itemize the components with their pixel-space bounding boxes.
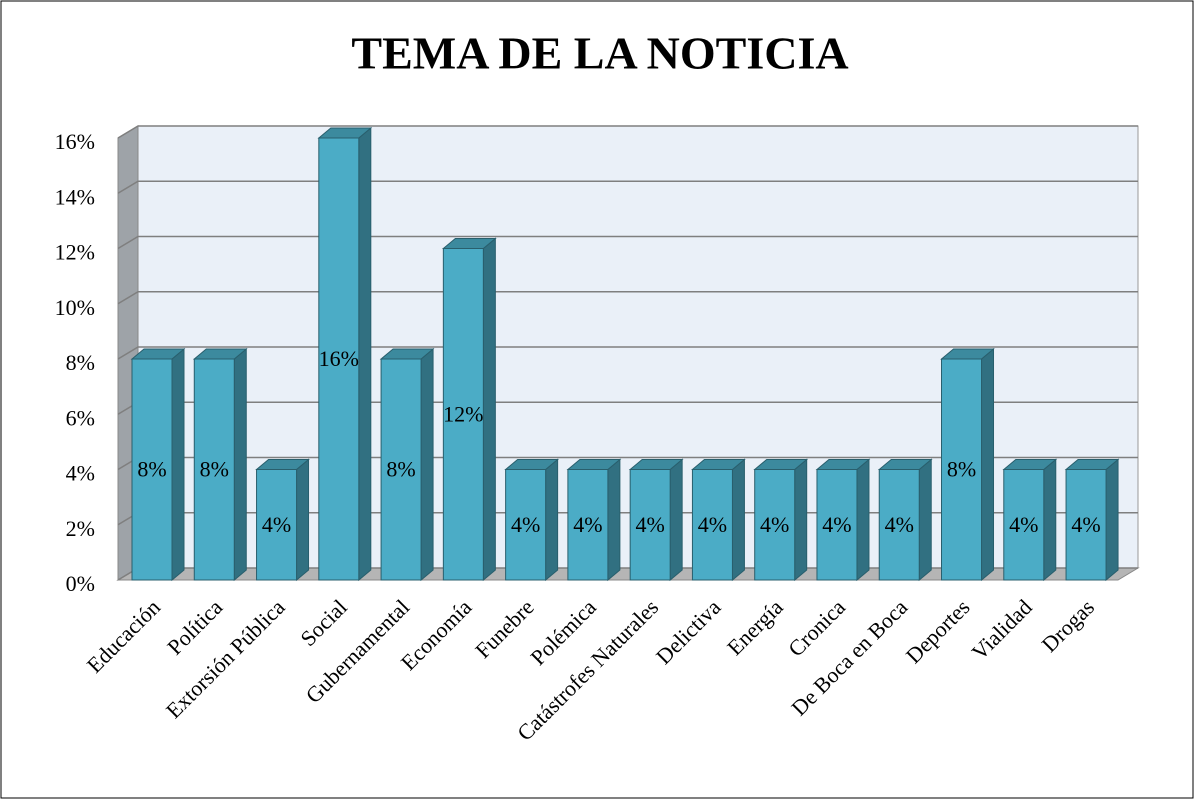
- bar: [317, 126, 373, 582]
- value-label: 4%: [511, 512, 540, 537]
- bar-side: [794, 458, 808, 582]
- chart-title: TEMA DE LA NOTICIA: [351, 28, 848, 79]
- bar-side: [607, 458, 621, 582]
- bar: [815, 458, 871, 582]
- value-label: 4%: [698, 512, 727, 537]
- bar: [130, 347, 186, 582]
- bar-front: [691, 469, 733, 581]
- bar-side: [1105, 458, 1119, 582]
- bar-side: [856, 458, 870, 582]
- grid-line: [117, 125, 1138, 139]
- value-label: 4%: [822, 512, 851, 537]
- bar-front: [567, 469, 609, 581]
- bar-side: [545, 458, 559, 582]
- bar-front: [941, 358, 983, 581]
- y-tick-label: 10%: [55, 295, 95, 320]
- value-label: 12%: [443, 401, 483, 426]
- y-tick-label: 12%: [55, 240, 95, 265]
- bar: [504, 458, 560, 582]
- bar: [940, 347, 995, 582]
- bar-side: [669, 458, 683, 582]
- y-tick-label: 2%: [66, 516, 95, 541]
- bar-side: [981, 347, 995, 582]
- grid-line: [117, 180, 1138, 194]
- bar: [441, 237, 497, 582]
- bar-front: [816, 469, 858, 581]
- bar: [255, 458, 310, 582]
- bar-front: [131, 358, 173, 581]
- bar: [192, 347, 248, 582]
- bar: [628, 458, 684, 582]
- value-label: 4%: [760, 512, 789, 537]
- bar-front: [318, 137, 360, 581]
- bar-side: [731, 458, 745, 582]
- y-tick-label: 0%: [66, 571, 95, 596]
- value-label: 4%: [635, 512, 664, 537]
- y-tick-label: 6%: [66, 405, 95, 430]
- bar-front: [1065, 469, 1107, 581]
- value-label: 4%: [1009, 512, 1038, 537]
- bar-front: [442, 248, 484, 581]
- grid-line: [117, 235, 1138, 250]
- bar-side: [482, 237, 496, 582]
- bar: [753, 458, 809, 582]
- bar-front: [505, 469, 547, 581]
- value-label: 4%: [1071, 512, 1100, 537]
- value-label: 4%: [885, 512, 914, 537]
- bar: [877, 458, 933, 582]
- value-label: 8%: [200, 457, 229, 482]
- bar-front: [878, 469, 920, 581]
- bar-front: [754, 469, 796, 581]
- bar-side: [918, 458, 932, 582]
- bar-side: [296, 458, 310, 582]
- value-label: 4%: [262, 512, 291, 537]
- bar-side: [171, 347, 185, 582]
- bar: [1002, 458, 1058, 582]
- bar-front: [629, 469, 671, 581]
- value-label: 8%: [947, 457, 976, 482]
- bar: [691, 458, 746, 582]
- value-label: 16%: [319, 346, 359, 371]
- bar-front: [256, 469, 298, 581]
- bar-side: [1043, 458, 1057, 582]
- bar-side: [358, 126, 372, 582]
- bar: [566, 458, 622, 582]
- y-tick-label: 8%: [66, 350, 95, 375]
- bar: [1064, 458, 1120, 582]
- bar-front: [1003, 469, 1045, 581]
- bar-side: [420, 347, 434, 582]
- bar: [379, 347, 435, 582]
- y-tick-label: 4%: [66, 461, 95, 486]
- value-label: 8%: [137, 457, 166, 482]
- y-tick-label: 14%: [55, 184, 95, 209]
- bar-side: [233, 347, 247, 582]
- value-label: 4%: [573, 512, 602, 537]
- bar-front: [380, 358, 422, 581]
- grid-line: [117, 291, 1138, 305]
- grid-line: [117, 346, 1138, 360]
- bar-front: [193, 358, 235, 581]
- y-tick-label: 16%: [55, 129, 95, 154]
- value-label: 8%: [386, 457, 415, 482]
